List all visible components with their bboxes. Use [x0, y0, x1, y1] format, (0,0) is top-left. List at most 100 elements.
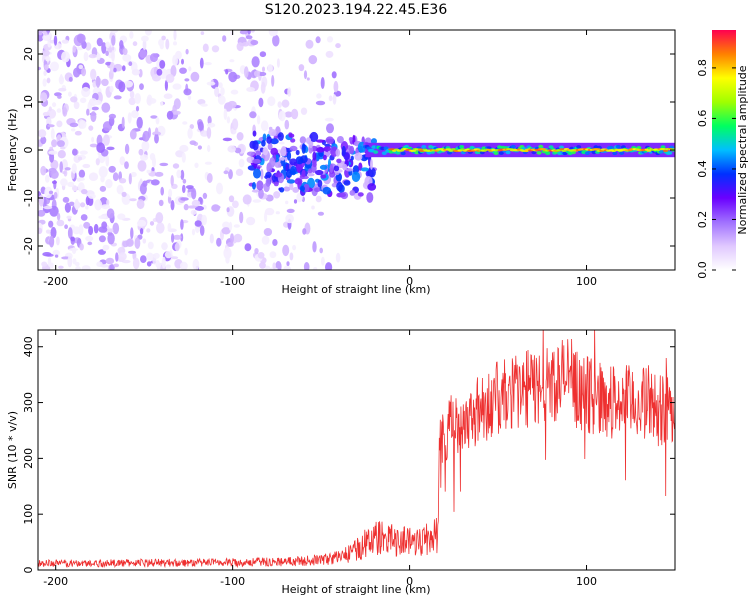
heatmap-cell: [101, 42, 107, 54]
heatmap-cell: [216, 182, 223, 195]
heatmap-cell: [98, 215, 107, 219]
heatmap-cell: [180, 197, 189, 201]
heatmap-cell: [124, 80, 133, 88]
heatmap-cell: [261, 235, 270, 245]
y-tick-label: -10: [22, 189, 35, 207]
heatmap-cell: [85, 235, 94, 242]
heatmap-cell: [187, 127, 193, 139]
heatmap-cell: [335, 43, 341, 49]
heatmap-cell: [107, 228, 114, 233]
heatmap-cell: [619, 151, 625, 155]
heatmap-cell: [68, 91, 72, 97]
heatmap-cell: [301, 169, 306, 178]
heatmap-cell: [659, 148, 668, 151]
heatmap-cell: [263, 228, 273, 236]
heatmap-cell: [267, 142, 273, 151]
heatmap-cell: [179, 67, 187, 74]
heatmap-cell: [119, 40, 124, 49]
heatmap-cell: [201, 214, 207, 226]
heatmap-cell: [83, 51, 89, 62]
heatmap-cell: [275, 211, 280, 215]
heatmap-cell: [124, 143, 130, 155]
colorbar-label: Normalized spectral amplitude: [736, 65, 749, 234]
heatmap-cell: [130, 227, 134, 240]
heatmap-cell: [498, 151, 504, 155]
heatmap-cell: [105, 179, 113, 189]
heatmap-cell: [109, 85, 114, 93]
heatmap-cell: [56, 120, 63, 128]
heatmap-cell: [349, 190, 356, 196]
heatmap-cell: [277, 101, 282, 108]
heatmap-cell: [174, 242, 180, 252]
heatmap-cell: [299, 136, 307, 144]
heatmap-cell: [272, 262, 277, 270]
heatmap-cell: [71, 163, 77, 174]
heatmap-cell: [303, 183, 310, 193]
heatmap-cell: [252, 158, 261, 164]
heatmap-cell: [381, 151, 387, 155]
heatmap-cell: [206, 81, 216, 86]
heatmap-cell: [206, 173, 213, 183]
colorbar-tick-label: 0.2: [696, 211, 709, 229]
heatmap-cell: [262, 133, 267, 142]
heatmap-cell: [80, 97, 87, 104]
heatmap-cell: [251, 189, 259, 193]
heatmap-cell: [305, 39, 314, 49]
heatmap-cell: [105, 61, 112, 66]
x-tick-label: 0: [406, 575, 413, 588]
x-tick-label: -200: [43, 275, 68, 288]
heatmap-cell: [68, 248, 79, 251]
heatmap-cell: [164, 250, 173, 259]
heatmap-cell: [315, 169, 324, 176]
heatmap-cell: [172, 54, 179, 67]
heatmap-cell: [305, 137, 312, 145]
heatmap-cell: [285, 214, 294, 224]
y-tick-label: 10: [22, 95, 35, 109]
heatmap-cell: [42, 252, 52, 257]
heatmap-cell: [228, 169, 233, 180]
heatmap-cell: [163, 93, 173, 99]
heatmap-cell: [252, 182, 256, 190]
heatmap-cell: [222, 221, 231, 229]
heatmap-cell: [383, 146, 389, 150]
heatmap-cell: [287, 87, 292, 97]
heatmap-cell: [260, 168, 264, 180]
heatmap-cell: [584, 151, 590, 155]
heatmap-cell: [266, 136, 272, 144]
heatmap-cell: [68, 201, 75, 206]
heatmap-cell: [180, 233, 184, 242]
heatmap-cell: [254, 70, 260, 77]
heatmap-cell: [286, 179, 296, 184]
heatmap-cell: [326, 123, 334, 134]
heatmap-cell: [130, 171, 137, 178]
heatmap-cell: [342, 163, 348, 171]
heatmap-cell: [286, 261, 290, 266]
heatmap-cell: [42, 111, 50, 117]
heatmap-cell: [289, 182, 294, 191]
heatmap-cell: [117, 213, 126, 220]
y-tick-label: 100: [22, 504, 35, 525]
heatmap-cell: [57, 150, 66, 159]
heatmap-cell: [348, 137, 353, 142]
heatmap-cell: [176, 169, 182, 179]
heatmap-cell: [216, 237, 222, 247]
heatmap-cell: [350, 155, 354, 161]
heatmap-cell: [170, 175, 174, 187]
heatmap-cell: [56, 212, 61, 221]
heatmap-cell: [40, 165, 47, 176]
heatmap-cell: [155, 260, 160, 268]
heatmap-cell: [209, 233, 214, 244]
heatmap-cell: [322, 154, 327, 161]
heatmap-cell: [121, 116, 125, 129]
y-tick-label: 0: [22, 147, 35, 154]
heatmap-cell: [101, 204, 110, 210]
heatmap-cell: [154, 127, 159, 135]
heatmap-cell: [190, 209, 197, 215]
heatmap-cell: [226, 207, 230, 213]
heatmap-cell: [41, 261, 48, 267]
heatmap-cell: [300, 107, 308, 115]
heatmap-cell: [161, 242, 168, 251]
heatmap-cell: [43, 70, 47, 76]
heatmap-cell: [191, 228, 196, 236]
